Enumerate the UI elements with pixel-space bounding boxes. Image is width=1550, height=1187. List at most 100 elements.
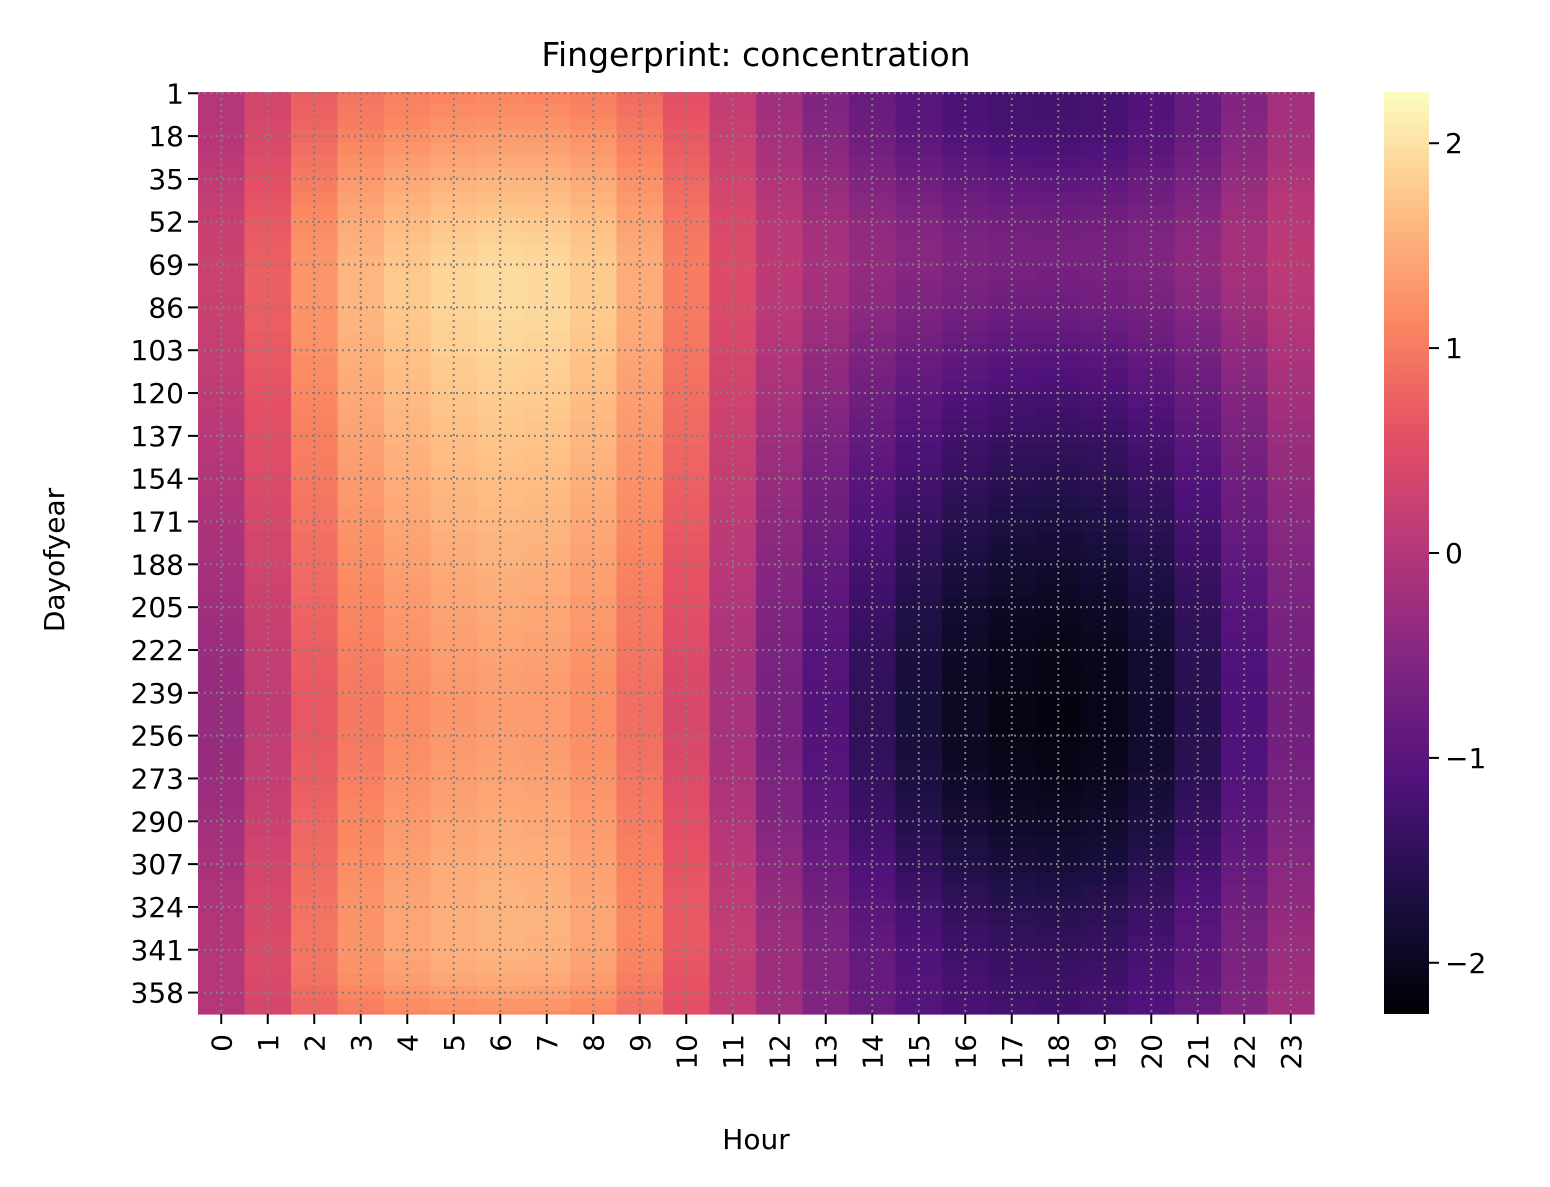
heatmap-cell (291, 180, 339, 194)
heatmap-cell (663, 558, 711, 572)
heatmap-cell (570, 784, 618, 798)
heatmap-cell (756, 961, 804, 975)
heatmap-cell (988, 444, 1036, 458)
heatmap-cell (802, 532, 850, 547)
heatmap-cell (802, 1011, 850, 1015)
heatmap-cell (337, 255, 385, 269)
heatmap-cell (430, 948, 478, 962)
heatmap-cell (337, 759, 385, 773)
heatmap-cell (291, 948, 339, 962)
heatmap-cell (1221, 507, 1269, 521)
heatmap-cell (1267, 885, 1315, 899)
heatmap-cell (988, 318, 1036, 332)
heatmap-cell (663, 822, 711, 836)
heatmap-cell (523, 570, 571, 584)
heatmap-cell (523, 406, 571, 421)
heatmap-cell (756, 772, 804, 786)
heatmap-cell (244, 583, 292, 597)
heatmap-cell (1221, 835, 1269, 849)
heatmap-cell (802, 432, 850, 446)
x-tick-label: 8 (577, 1034, 610, 1052)
heatmap-cell (849, 809, 897, 824)
heatmap-cell (942, 419, 990, 433)
heatmap-cell (802, 205, 850, 219)
heatmap-cell (430, 809, 478, 824)
heatmap-cell (1035, 835, 1083, 849)
heatmap-cell (1128, 444, 1176, 458)
heatmap-cell (477, 154, 525, 169)
heatmap-cell (337, 923, 385, 937)
heatmap-cell (1081, 419, 1129, 433)
heatmap-cell (942, 280, 990, 295)
heatmap-cell (198, 683, 246, 698)
y-tick-label: 239 (131, 677, 184, 710)
heatmap-cell (570, 583, 618, 597)
heatmap-cell (1174, 683, 1222, 698)
heatmap-cell (291, 419, 339, 433)
heatmap-cell (1128, 558, 1176, 572)
heatmap-cell (430, 709, 478, 723)
heatmap-cell (616, 784, 664, 798)
heatmap-cell (198, 180, 246, 194)
heatmap-cell (430, 898, 478, 912)
heatmap-cell (523, 520, 571, 534)
heatmap-cell (756, 570, 804, 584)
heatmap-cell (570, 709, 618, 723)
heatmap-cell (1267, 835, 1315, 849)
heatmap-cell (895, 167, 943, 181)
heatmap-cell (1081, 809, 1129, 824)
heatmap-cell (198, 520, 246, 534)
heatmap-cell (663, 658, 711, 672)
heatmap-cell (895, 268, 943, 282)
heatmap-cell (1035, 885, 1083, 899)
heatmap-cell (244, 835, 292, 849)
heatmap-cell (849, 293, 897, 307)
heatmap-cell (1174, 432, 1222, 446)
heatmap-cell (988, 671, 1036, 685)
heatmap-cell (1035, 583, 1083, 597)
heatmap-cell (616, 167, 664, 181)
heatmap-cell (337, 885, 385, 899)
heatmap-cell (1221, 381, 1269, 395)
y-tick-label: 171 (131, 506, 184, 539)
colorbar (1384, 92, 1429, 1014)
heatmap-cell (1081, 1011, 1129, 1015)
chart-title: Fingerprint: concentration (541, 35, 970, 74)
heatmap-cell (244, 633, 292, 647)
heatmap-cell (1128, 432, 1176, 446)
heatmap-cell (1174, 835, 1222, 849)
heatmap-cell (616, 268, 664, 282)
heatmap-cell (616, 381, 664, 395)
heatmap-cell (756, 809, 804, 824)
heatmap-cell (802, 961, 850, 975)
heatmap-cell (802, 835, 850, 849)
heatmap-cell (895, 444, 943, 458)
heatmap-cell (384, 142, 432, 156)
heatmap-cell (337, 532, 385, 547)
heatmap-cell (616, 696, 664, 710)
heatmap-cell (849, 255, 897, 269)
heatmap-cell (709, 293, 757, 307)
heatmap-cell (1221, 532, 1269, 547)
heatmap-cell (570, 1011, 618, 1015)
heatmap-cell (384, 432, 432, 446)
heatmap-cell (477, 192, 525, 206)
heatmap-cell (802, 545, 850, 559)
heatmap-cell (384, 306, 432, 320)
heatmap-cell (616, 419, 664, 433)
heatmap-cell (1174, 419, 1222, 433)
heatmap-cell (1035, 318, 1083, 332)
heatmap-cell (849, 935, 897, 950)
heatmap-cell (1081, 180, 1129, 194)
heatmap-cell (942, 192, 990, 206)
heatmap-cell (988, 646, 1036, 660)
heatmap-cell (1174, 293, 1222, 307)
heatmap-cell (988, 658, 1036, 672)
heatmap-cell (988, 142, 1036, 156)
heatmap-cell (988, 167, 1036, 181)
heatmap-cell (709, 671, 757, 685)
heatmap-cell (430, 658, 478, 672)
heatmap-cell (570, 280, 618, 295)
heatmap-cell (291, 142, 339, 156)
heatmap-cell (570, 306, 618, 320)
